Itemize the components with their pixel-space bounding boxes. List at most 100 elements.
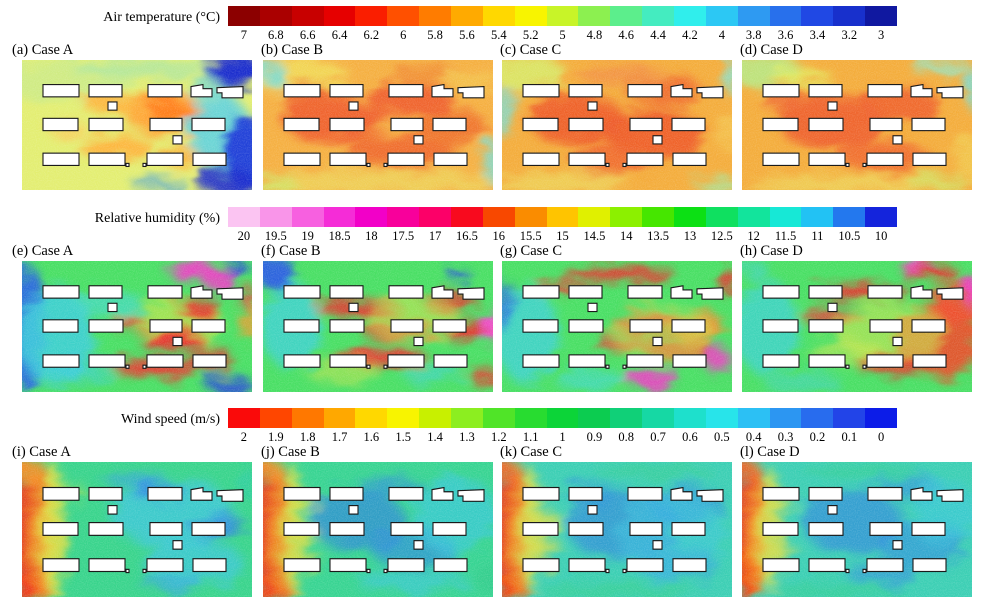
colorbar-tick: 6.4 (331, 28, 348, 42)
colorbar-segment (355, 207, 388, 227)
colorbar-segment (355, 408, 388, 428)
colorbar-tick: 6.8 (267, 28, 284, 42)
colorbar-segment (833, 6, 866, 26)
panel-a: (a) Case A (12, 42, 252, 190)
panel-g: (g) Case C (500, 243, 732, 392)
colorbar-segments (228, 408, 898, 428)
colorbar-segment (642, 6, 675, 26)
colorbar-segment (514, 6, 547, 26)
colorbar-segment (387, 207, 420, 227)
colorbar-tick: 1.3 (459, 430, 475, 444)
colorbar-segment (451, 408, 483, 428)
colorbar-segment (514, 207, 547, 227)
colorbar-tick: 16 (492, 229, 506, 243)
colorbar-segment (642, 408, 675, 428)
colorbar-segment (865, 207, 898, 227)
colorbar-tick: 15.5 (519, 229, 542, 243)
colorbar-segment (737, 6, 770, 26)
colorbar-segment (355, 6, 388, 26)
colorbar-segment (291, 207, 324, 227)
colorbar-tick: 0.2 (809, 430, 826, 444)
colorbar-segment (291, 408, 324, 428)
colorbar-segment (387, 6, 420, 26)
colorbar-tick: 1.1 (522, 430, 539, 444)
colorbar-segment (323, 207, 356, 227)
colorbar-segment (578, 207, 611, 227)
colorbar-tick: 0.1 (841, 430, 858, 444)
colorbar-segment (451, 6, 483, 26)
colorbar-tick: 1.5 (395, 430, 412, 444)
panel-j: (j) Case B (261, 444, 493, 597)
colorbar-tick: 7 (240, 28, 248, 42)
colorbar-ticks-humidity: 20 19.5 19 18.5 18 17.5 17 16.5 16 15.5 15 14.5 14 13… (228, 230, 897, 243)
panel-label: (a) Case A (12, 42, 74, 58)
heatmap-humidity-case-d (742, 261, 972, 392)
colorbar-tick: 6.6 (299, 28, 316, 42)
colorbar-tick: 20 (237, 229, 251, 243)
colorbar-tick: 5.2 (522, 28, 539, 42)
colorbar-tick: 10.5 (838, 229, 861, 243)
colorbar-wind (228, 408, 898, 428)
colorbar-segment (737, 207, 770, 227)
colorbar-tick: 0.8 (618, 430, 635, 444)
panel-label: (g) Case C (500, 243, 563, 259)
colorbar-title-temperature: Air temperature (°C) (103, 10, 220, 25)
colorbar-segment (419, 207, 452, 227)
colorbar-tick: 0.6 (682, 430, 698, 444)
colorbar-tick: 4.8 (586, 28, 603, 42)
panel-label: (b) Case B (261, 42, 324, 58)
colorbar-tick: 3.8 (745, 28, 762, 42)
colorbar-title-wind: Wind speed (m/s) (121, 412, 220, 427)
panel-label: (i) Case A (12, 444, 71, 460)
colorbar-tick: 5 (559, 28, 566, 42)
colorbar-tick: 14.5 (583, 229, 606, 243)
colorbar-humidity (228, 207, 898, 227)
colorbar-tick: 3.4 (809, 28, 826, 42)
panel-label: (l) Case D (740, 444, 800, 460)
colorbar-segment (546, 6, 579, 26)
colorbar-segment (833, 207, 866, 227)
colorbar-segment (323, 408, 356, 428)
colorbar-tick: 1.9 (267, 430, 284, 444)
panel-b: (b) Case B (261, 42, 493, 190)
colorbar-segment (546, 207, 579, 227)
colorbar-segment (674, 408, 706, 428)
colorbar-segment (228, 408, 260, 428)
colorbar-tick: 0 (877, 430, 885, 444)
colorbar-segment (610, 6, 643, 26)
heatmap-wind-case-c (502, 462, 732, 597)
colorbar-segment (769, 207, 802, 227)
panel-e: (e) Case A (12, 243, 252, 392)
colorbar-tick: 4.2 (682, 28, 698, 42)
colorbar-tick: 12.5 (710, 229, 733, 243)
panel-k: (k) Case C (500, 444, 732, 597)
colorbar-tick: 4.6 (618, 28, 635, 42)
panel-label: (h) Case D (740, 243, 803, 259)
colorbar-segment (705, 207, 738, 227)
colorbar-tick: 1.6 (363, 430, 380, 444)
colorbar-segment (482, 6, 515, 26)
heatmap-humidity-case-a (22, 261, 252, 392)
heatmap-humidity-case-c (502, 261, 732, 392)
colorbar-tick: 5.4 (490, 28, 507, 42)
panel-i: (i) Case A (12, 444, 252, 597)
colorbar-segment (801, 207, 834, 227)
colorbar-tick: 19.5 (264, 229, 287, 243)
panel-f: (f) Case B (261, 243, 493, 392)
heatmap-temperature-case-d (742, 60, 972, 190)
colorbar-segment (705, 6, 738, 26)
colorbar-tick: 14 (619, 229, 633, 243)
colorbar-tick: 1.7 (331, 430, 348, 444)
colorbar-segment (228, 6, 260, 26)
colorbar-segment (737, 408, 770, 428)
heatmap-temperature-case-a (22, 60, 252, 190)
colorbar-segment (833, 408, 866, 428)
colorbar-temperature (228, 6, 898, 26)
colorbar-tick: 17 (428, 229, 442, 243)
colorbar-ticks-wind: 2 1.9 1.8 1.7 1.6 1.5 1.4 1.3 1.2 1.1 1 0.9 0.8 0.7 0.… (228, 431, 897, 444)
colorbar-segment (259, 408, 292, 428)
colorbar-segment (291, 6, 324, 26)
colorbar-segments (228, 6, 898, 26)
colorbar-segment (419, 6, 452, 26)
colorbar-segments (228, 207, 898, 227)
